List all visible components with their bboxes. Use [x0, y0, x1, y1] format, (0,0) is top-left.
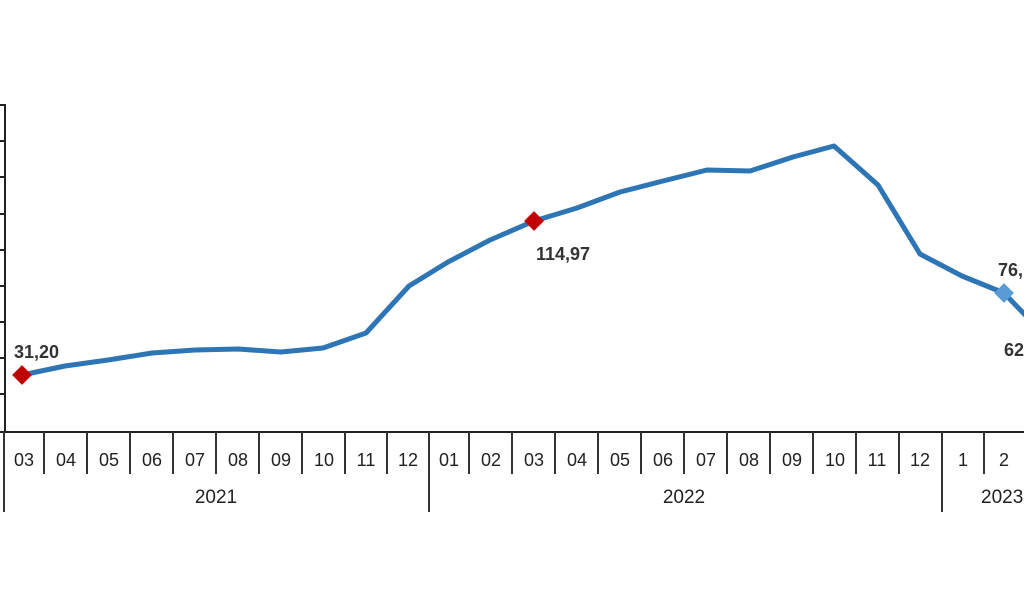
month-label: 02: [481, 450, 501, 470]
x-axis-year-separators: [3, 432, 943, 512]
month-label: 01: [439, 450, 459, 470]
month-label: 05: [610, 450, 630, 470]
month-label: 2: [999, 450, 1009, 470]
month-label: 10: [825, 450, 845, 470]
data-label-2023-3: 62: [1004, 340, 1024, 360]
month-label: 1: [958, 450, 968, 470]
month-label: 11: [868, 450, 887, 470]
data-label-2023-2: 76,: [998, 260, 1023, 280]
month-label: 05: [99, 450, 119, 470]
x-axis-month-labels: 03 04 05 06 07 08 09 10 11 12 01 02 03 0…: [14, 450, 1009, 470]
month-label: 08: [739, 450, 759, 470]
month-label: 07: [185, 450, 205, 470]
data-label-2022-03: 114,97: [536, 244, 590, 264]
data-label-2021-03: 31,20: [14, 342, 59, 362]
month-label: 11: [357, 450, 376, 470]
month-label: 06: [653, 450, 673, 470]
series-line: [19, 143, 1024, 378]
month-label: 06: [142, 450, 162, 470]
month-label: 10: [314, 450, 334, 470]
red-diamond-marker-2022-03: [524, 211, 544, 231]
y-axis-ticks: [0, 104, 5, 395]
month-label: 04: [567, 450, 587, 470]
month-label: 08: [228, 450, 248, 470]
red-diamond-marker-2021-03: [12, 365, 32, 385]
month-label: 03: [14, 450, 34, 470]
year-label-2023: 2023: [981, 487, 1023, 508]
year-label-2021: 2021: [195, 487, 237, 508]
month-label: 04: [56, 450, 76, 470]
month-label: 03: [524, 450, 544, 470]
x-axis-month-dividers: [43, 432, 985, 474]
year-label-2022: 2022: [663, 487, 705, 508]
month-label: 12: [910, 450, 930, 470]
month-label: 09: [782, 450, 802, 470]
month-label: 07: [696, 450, 716, 470]
month-label: 09: [271, 450, 291, 470]
blue-diamond-marker-2023-2: [994, 283, 1014, 303]
month-label: 12: [398, 450, 418, 470]
